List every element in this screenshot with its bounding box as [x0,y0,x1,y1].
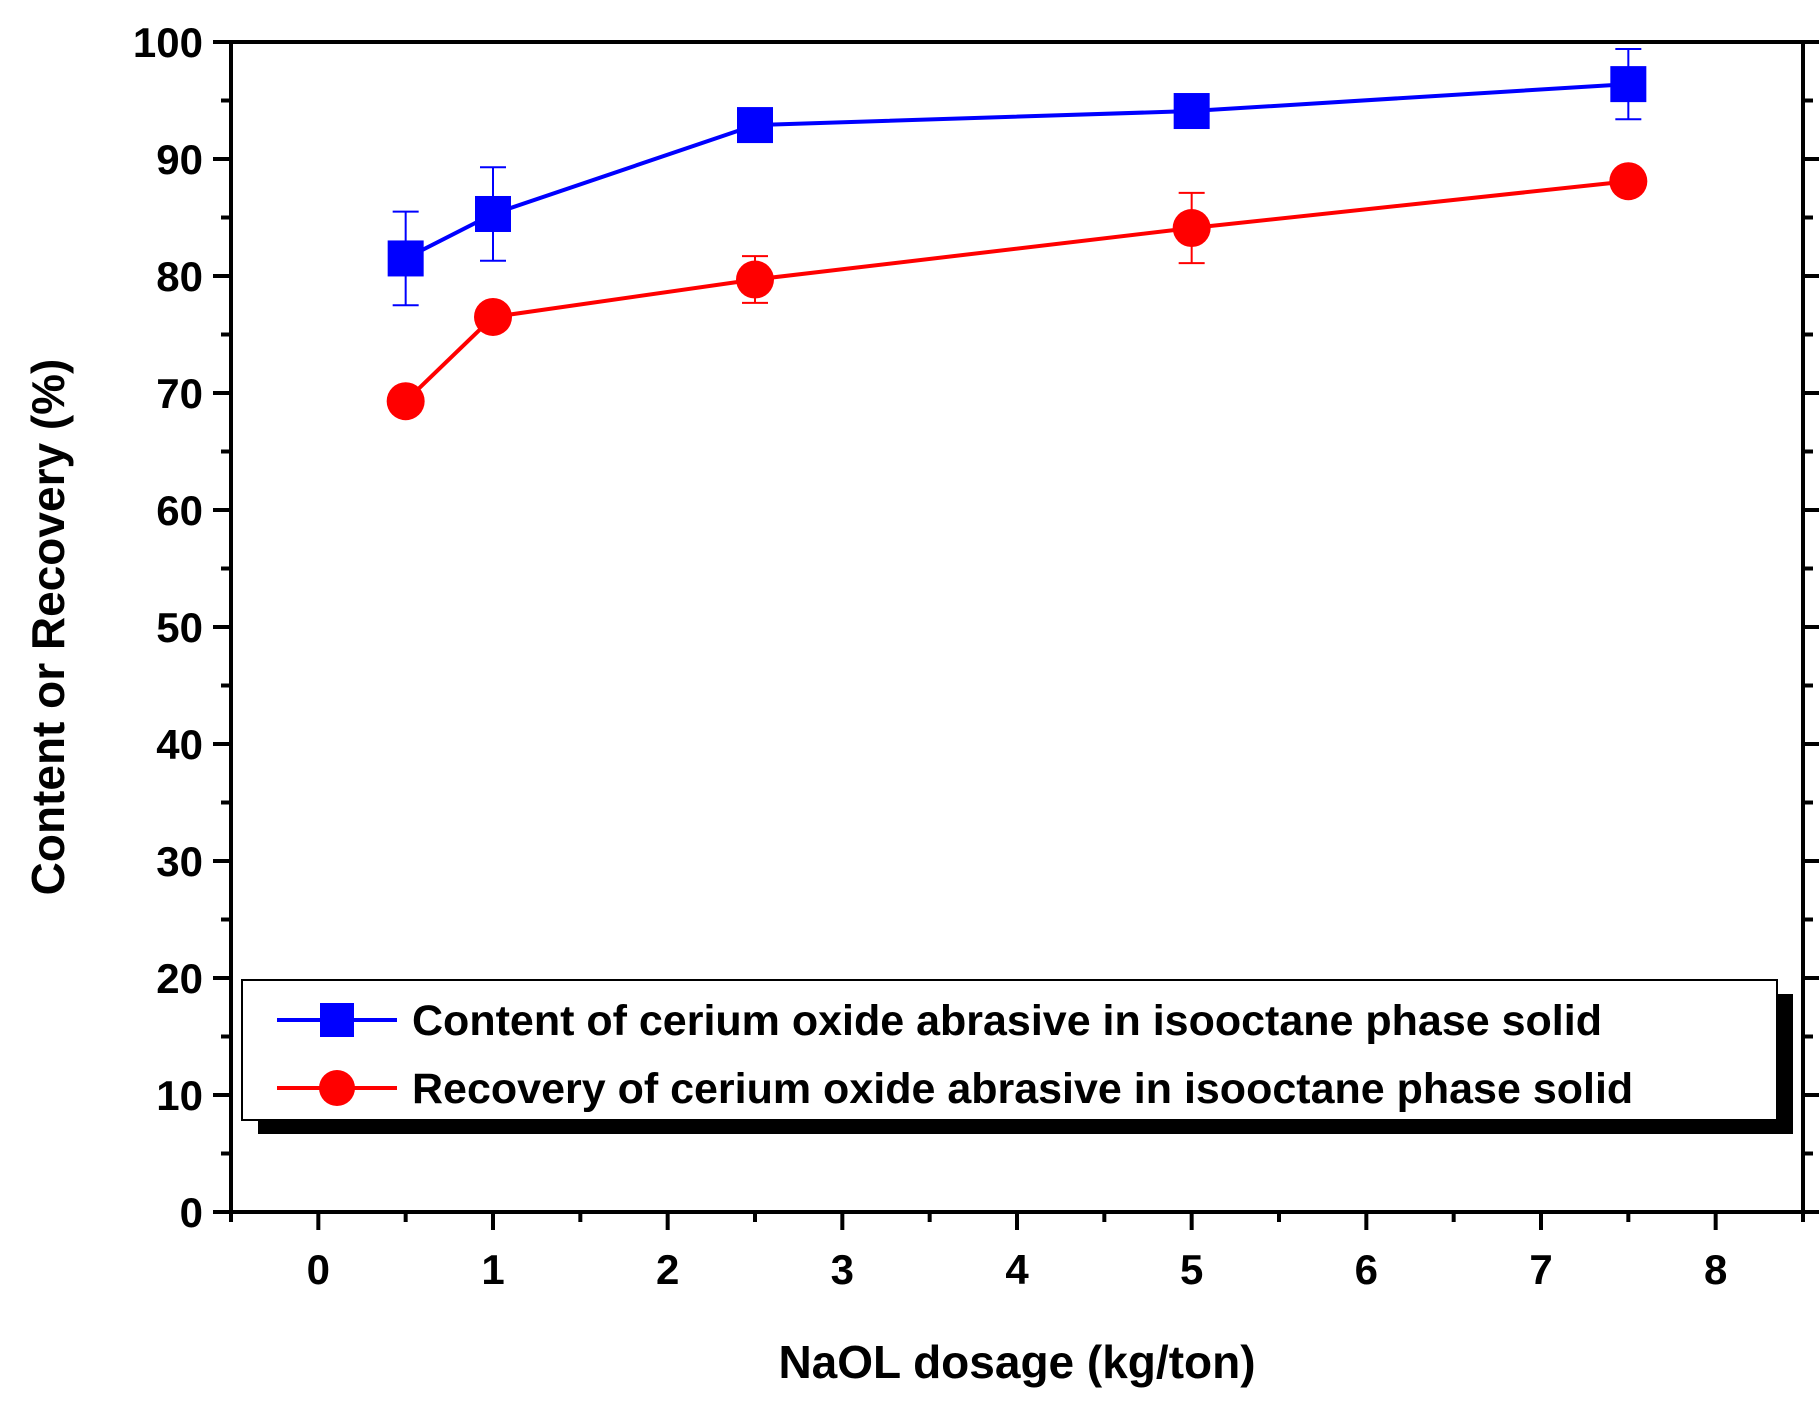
legend-marker-circle [319,1070,355,1106]
tick-marks [213,40,1819,1230]
data-point-circle [1172,209,1211,248]
data-point-square [475,195,511,232]
y-tick-label: 70 [156,370,203,417]
x-tick-label: 7 [1529,1246,1552,1293]
legend: Content of cerium oxide abrasive in isoo… [241,979,1793,1134]
legend-box [241,979,1778,1121]
x-tick-label: 8 [1704,1246,1727,1293]
data-point-circle [1609,162,1648,201]
y-tick-label: 60 [156,487,203,534]
data-point-circle [386,382,425,421]
x-tick-label: 3 [831,1246,854,1293]
series-2 [386,162,1648,421]
legend-entry-1: Content of cerium oxide abrasive in isoo… [277,997,1602,1045]
x-tick-label: 1 [481,1246,504,1293]
data-point-circle [736,260,774,299]
x-axis-title: NaOL dosage (kg/ton) [778,1336,1255,1388]
series-line [404,82,1629,261]
x-tick-label: 2 [656,1246,679,1293]
tick-labels: 0 10 20 30 40 50 60 70 80 90 100 0 1 2 3 4 5 6 7 8 [133,19,1727,1293]
legend-marker-square [320,1003,354,1037]
data-point-square [1173,93,1210,130]
y-tick-label: 40 [156,721,203,768]
data-point-square [1610,66,1647,103]
y-tick-label: 0 [180,1189,203,1236]
series-line [404,179,1629,403]
y-tick-label: 20 [156,955,203,1002]
x-tick-label: 0 [307,1246,330,1293]
y-axis-title: Content or Recovery (%) [22,359,74,896]
y-tick-label: 90 [156,136,203,183]
data-point-square [737,107,773,144]
series [386,48,1648,421]
legend-entry-2: Recovery of cerium oxide abrasive in iso… [277,1065,1633,1113]
y-tick-label: 100 [133,19,203,66]
y-tick-label: 80 [156,253,203,300]
x-tick-label: 5 [1180,1246,1203,1293]
y-tick-label: 50 [156,604,203,651]
y-tick-label: 30 [156,838,203,885]
series-1 [387,48,1647,307]
legend-label: Recovery of cerium oxide abrasive in iso… [412,1065,1633,1113]
data-point-circle [474,297,512,336]
legend-label: Content of cerium oxide abrasive in isoo… [412,997,1602,1045]
y-tick-label: 10 [156,1072,203,1119]
x-tick-label: 6 [1355,1246,1378,1293]
x-tick-label: 4 [1005,1246,1029,1293]
data-point-square [387,240,424,277]
